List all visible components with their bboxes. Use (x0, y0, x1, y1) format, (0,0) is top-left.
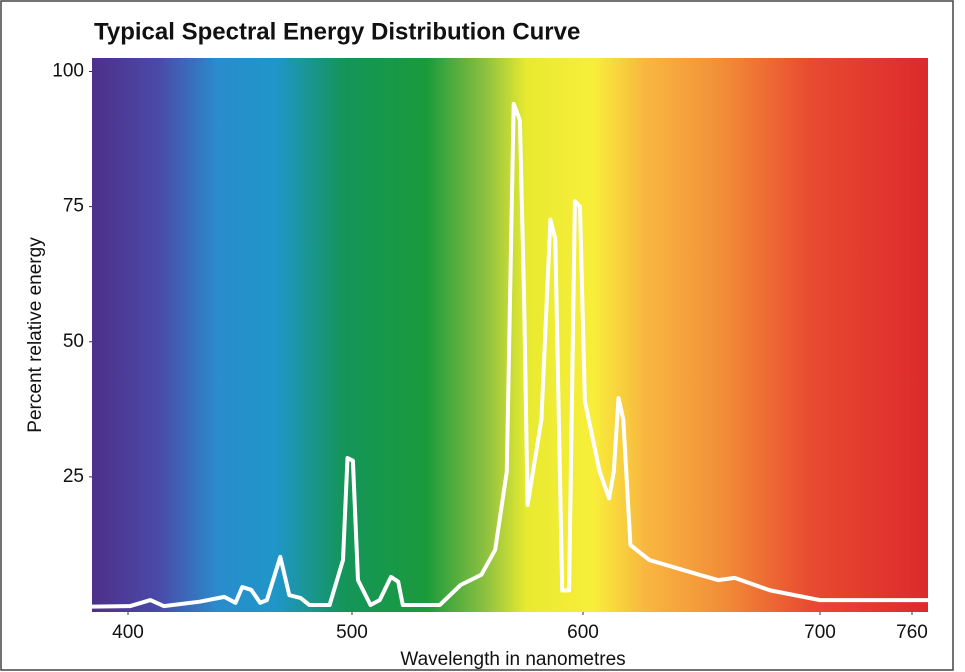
x-axis-label: Wavelength in nanometres (400, 649, 625, 670)
spectral-curve (90, 101, 930, 609)
chart-title: Typical Spectral Energy Distribution Cur… (94, 18, 580, 45)
y-tick-label: 100 (52, 61, 84, 82)
x-tick-label: 400 (112, 622, 144, 643)
y-axis-label: Percent relative energy (25, 237, 46, 433)
x-tick-label: 600 (567, 622, 599, 643)
x-tick-label: 760 (896, 622, 928, 643)
x-tick-label: 700 (804, 622, 836, 643)
y-tick-label: 75 (63, 196, 84, 217)
y-tick-label: 50 (63, 331, 84, 352)
y-tick-label: 25 (63, 466, 84, 487)
x-tick-label: 500 (336, 622, 368, 643)
